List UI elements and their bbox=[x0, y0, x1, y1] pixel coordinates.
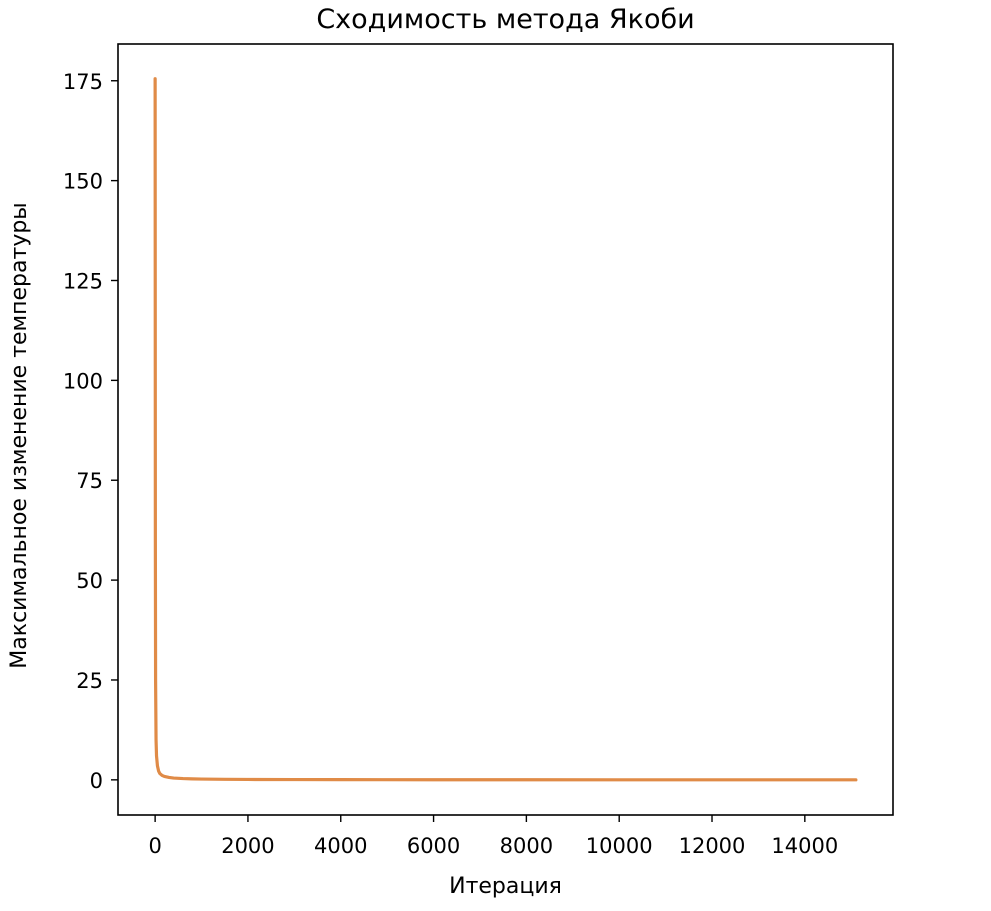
x-tick-label: 6000 bbox=[407, 834, 460, 858]
y-tick-label: 175 bbox=[63, 70, 103, 94]
series-line-0 bbox=[153, 77, 858, 782]
x-tick-label: 12000 bbox=[679, 834, 746, 858]
y-tick-label: 0 bbox=[90, 769, 103, 793]
y-tick-label: 100 bbox=[63, 369, 103, 393]
chart-title: Сходимость метода Якоби bbox=[316, 4, 694, 35]
x-tick-label: 0 bbox=[148, 834, 161, 858]
x-axis-label: Итерация bbox=[449, 874, 562, 899]
y-axis-label: Максимальное изменение температуры bbox=[7, 202, 32, 668]
y-tick-label: 150 bbox=[63, 170, 103, 194]
y-tick-label: 25 bbox=[76, 669, 103, 693]
x-tick-label: 2000 bbox=[221, 834, 274, 858]
y-tick-label: 125 bbox=[63, 269, 103, 293]
x-tick-label: 8000 bbox=[500, 834, 553, 858]
line-layer bbox=[153, 77, 858, 782]
x-tick-label: 10000 bbox=[586, 834, 653, 858]
plot-area-frame bbox=[117, 43, 894, 816]
x-tick-label: 14000 bbox=[771, 834, 838, 858]
y-axis: 0 25 50 75 100 125 150 175 bbox=[63, 70, 118, 793]
x-axis: 0 2000 4000 6000 8000 10000 12000 14000 bbox=[148, 815, 838, 858]
x-tick-label: 4000 bbox=[314, 834, 367, 858]
y-tick-label: 50 bbox=[76, 569, 103, 593]
y-tick-label: 75 bbox=[76, 469, 103, 493]
